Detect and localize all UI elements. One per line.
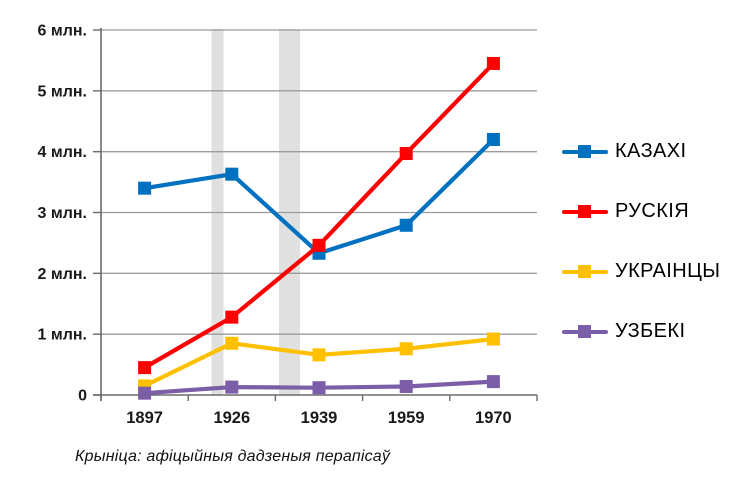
data-point-uzbeki-1939 [312, 381, 326, 395]
legend-item-kazakhi: КАЗАХІ [562, 131, 720, 172]
tick-labels: 0 1 млн. 2 млн. 3 млн. 4 млн. 5 млн. 6 млн. 189… [38, 23, 512, 428]
grid-lines [101, 29, 537, 335]
x-tick-label: 1897 [126, 409, 163, 427]
legend-item-ruskiya: РУСКІЯ [562, 191, 720, 232]
data-point-kazakhi-1970 [486, 133, 500, 146]
x-tick-label: 1939 [301, 409, 338, 427]
data-point-ukraintsy-1970 [486, 332, 500, 346]
legend-square [578, 325, 591, 338]
legend-square [578, 145, 591, 158]
source-caption: Крыніца: афіцыйныя дадзеныя перапісаў [75, 448, 391, 465]
y-tick-label: 5 млн. [38, 83, 87, 100]
data-point-ruskiya-1926 [225, 310, 239, 324]
x-tick-label: 1959 [388, 409, 425, 427]
data-point-ruskiya-1959 [399, 146, 413, 160]
population-line-chart: 0 1 млн. 2 млн. 3 млн. 4 млн. 5 млн. 6 млн. 189… [38, 23, 538, 428]
data-point-ukraintsy-1939 [312, 348, 326, 362]
series-line-ruskiya [142, 61, 496, 370]
legend-marker-icon [562, 205, 608, 218]
legend-marker-icon [562, 265, 608, 278]
legend-label: РУСКІЯ [615, 200, 690, 222]
series-line-kazakhi [142, 137, 496, 256]
legend-square [578, 265, 591, 278]
series-line-ukraintsy [142, 336, 496, 388]
data-point-kazakhi-1926 [225, 167, 239, 181]
y-tick-label: 0 [78, 388, 87, 405]
legend-marker-icon [562, 325, 608, 338]
data-point-ruskiya-1897 [138, 361, 152, 375]
series-ukraintsy [138, 332, 500, 393]
data-point-ruskiya-1939 [312, 238, 326, 252]
legend-label: УКРАІНЦЫ [615, 260, 721, 282]
legend-label: УЗБЕКІ [615, 320, 686, 342]
x-tick-label: 1970 [475, 409, 512, 427]
axes [93, 28, 538, 401]
data-point-ruskiya-1970 [486, 56, 500, 70]
legend-item-ukraintsy: УКРАІНЦЫ [562, 251, 720, 292]
data-point-uzbeki-1926 [225, 380, 239, 394]
y-tick-label: 4 млн. [38, 144, 87, 161]
data-point-ukraintsy-1959 [399, 342, 413, 356]
series-uzbeki [138, 375, 500, 400]
y-tick-label: 2 млн. [38, 266, 87, 283]
legend-label: КАЗАХІ [615, 140, 687, 162]
data-point-uzbeki-1959 [399, 379, 413, 393]
y-tick-label: 3 млн. [38, 205, 87, 222]
chart-legend: КАЗАХІ РУСКІЯ УКРАІНЦЫ УЗБЕКІ [562, 131, 720, 352]
legend-marker-icon [562, 145, 608, 158]
data-point-uzbeki-1897 [138, 386, 152, 400]
legend-square [578, 205, 591, 218]
data-point-ukraintsy-1926 [225, 336, 239, 350]
data-point-kazakhi-1959 [399, 218, 413, 232]
y-tick-label: 6 млн. [38, 23, 87, 40]
data-point-kazakhi-1897 [138, 181, 152, 195]
legend-item-uzbeki: УЗБЕКІ [562, 311, 720, 352]
x-tick-label: 1926 [213, 409, 250, 427]
data-point-uzbeki-1970 [486, 375, 500, 389]
y-tick-label: 1 млн. [38, 327, 87, 344]
series-ruskiya [138, 56, 500, 375]
